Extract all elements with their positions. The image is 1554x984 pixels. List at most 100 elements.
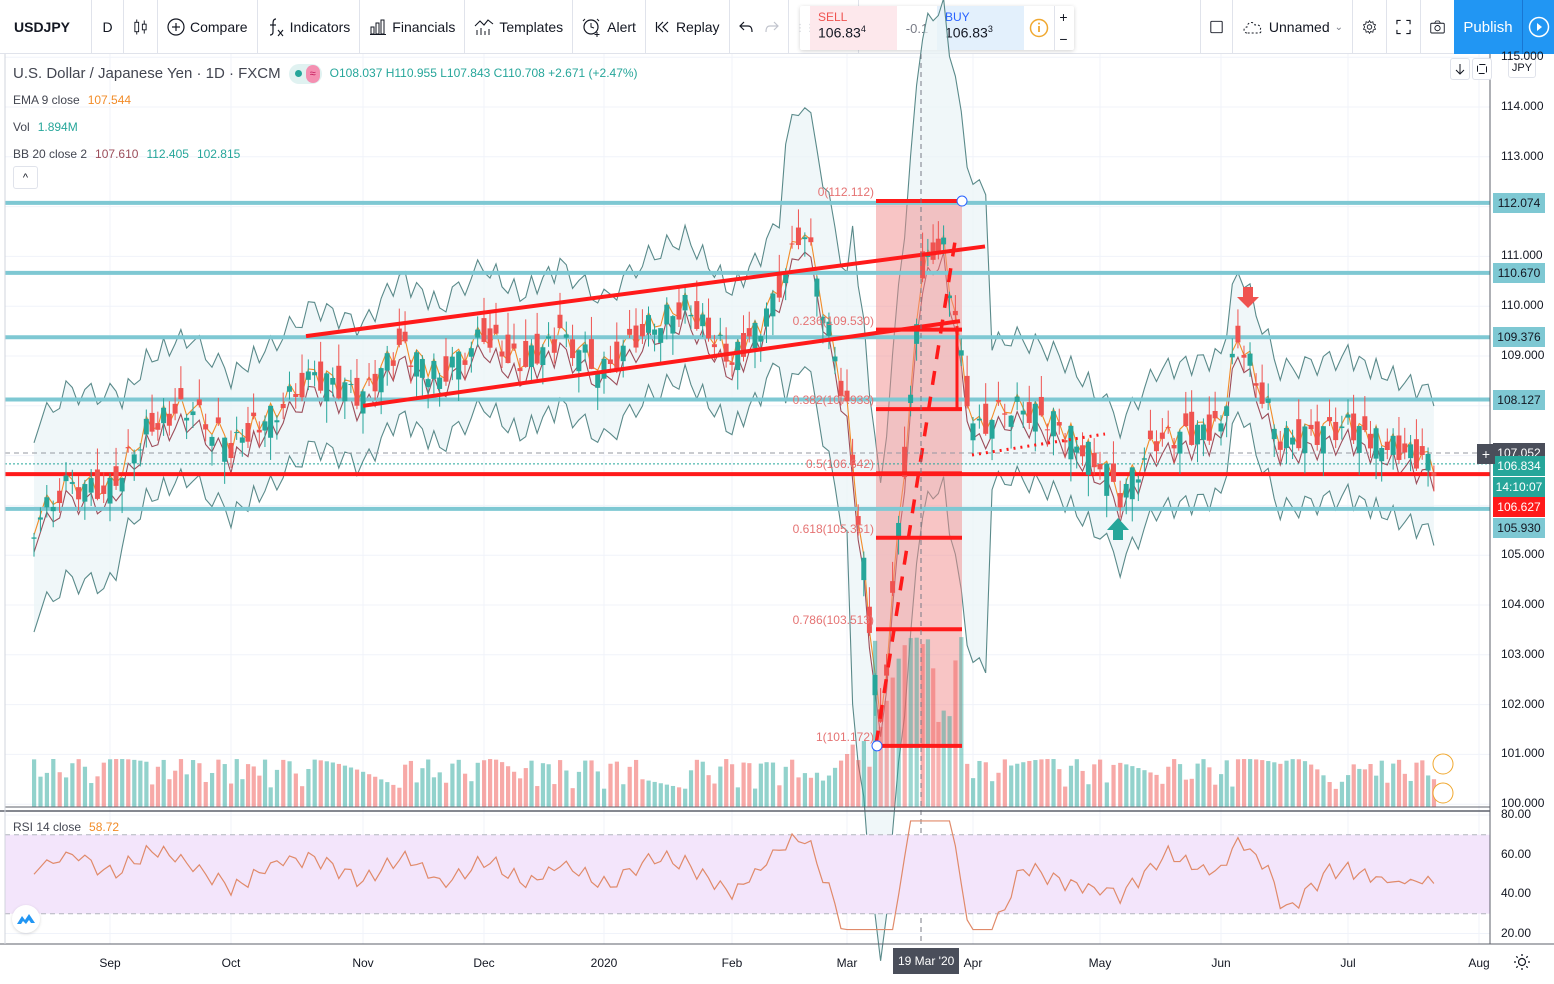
select-checkbox[interactable] [1199, 0, 1232, 54]
snapshot-button[interactable] [1420, 0, 1454, 54]
market-status-pill[interactable]: ≈ [288, 63, 322, 84]
price-tag: 105.930 [1493, 518, 1545, 538]
price-tick-label: 115.000 [1501, 49, 1544, 64]
currency-button[interactable]: JPY [1508, 58, 1536, 78]
rsi-tick-label: 40.00 [1501, 886, 1532, 900]
sell-button[interactable]: SELL 106.834 [810, 6, 897, 50]
decrease-button[interactable]: − [1059, 31, 1068, 47]
change-value: +2.671 (+2.47%) [548, 66, 638, 80]
price-tag: 109.376 [1493, 327, 1545, 347]
replay-button[interactable]: Replay [646, 0, 730, 54]
alert-button[interactable]: Alert [573, 0, 646, 54]
open-value: O108.037 [329, 66, 383, 80]
price-tag: 106.834 [1493, 456, 1545, 476]
indicators-label: Indicators [289, 18, 351, 35]
compare-button[interactable]: Compare [158, 0, 258, 54]
fullscreen-button[interactable] [1386, 0, 1420, 54]
price-tick-label: 114.000 [1501, 99, 1544, 113]
increase-button[interactable]: + [1059, 9, 1068, 25]
buy-button[interactable]: BUY 106.833 [937, 6, 1024, 50]
collapse-legend-button[interactable]: ^ [13, 166, 38, 189]
date-tick-label: Feb [721, 956, 743, 970]
volume-value: 1.894M [37, 120, 78, 134]
add-order-plus-button[interactable]: + [1477, 444, 1495, 464]
price-tick-label: 101.000 [1501, 746, 1545, 761]
rsi-label[interactable]: RSI 14 close [13, 820, 82, 834]
fullscreen-icon [1396, 19, 1411, 35]
buy-label: BUY [945, 10, 970, 24]
quantity-stepper: + − [1054, 6, 1072, 50]
fib-level-label: 0.382(107.933) [792, 393, 874, 408]
publish-button[interactable]: Publish [1454, 0, 1522, 54]
fib-level-label: 0.236(109.530) [792, 313, 874, 328]
rsi-tick-label: 20.00 [1501, 925, 1532, 940]
bb-lower-value: 102.815 [196, 147, 241, 161]
publish-dropdown-button[interactable] [1522, 0, 1554, 54]
top-toolbar: USDJPY D Compare Indicators Financials T… [0, 0, 1554, 54]
fib-level-label: 0(112.112) [817, 185, 874, 200]
undo-icon[interactable] [738, 21, 753, 33]
chevron-up-icon: ^ [22, 171, 29, 184]
info-button[interactable] [1024, 6, 1054, 50]
volume-label[interactable]: Vol [13, 120, 30, 134]
fib-level-label: 1(101.172) [815, 729, 874, 744]
rsi-value: 58.72 [89, 820, 120, 834]
scroll-to-latest-button[interactable] [1450, 58, 1470, 80]
close-value: C110.708 [493, 66, 545, 80]
price-tag: 14:10:07 [1493, 477, 1545, 497]
interval-label: D [102, 18, 113, 35]
reset-scale-button[interactable] [1472, 58, 1492, 80]
settings-button[interactable] [1352, 0, 1386, 54]
reset-icon [1477, 64, 1487, 74]
sell-price: 106.834 [818, 24, 866, 41]
undo-redo-group [730, 0, 789, 54]
date-tick-label: Nov [352, 956, 374, 970]
tradingview-logo-icon [17, 914, 35, 924]
fib-level-label: 0.5(106.642) [805, 457, 874, 472]
bollinger-label[interactable]: BB 20 close 2 [13, 147, 88, 161]
rewind-icon [655, 21, 669, 32]
redo-icon[interactable] [764, 21, 779, 33]
financials-button[interactable]: Financials [360, 0, 466, 54]
date-tick-label: May [1088, 956, 1112, 970]
toolbar-right: Unnamed ⌄ Publish [1199, 0, 1554, 54]
info-icon [1029, 18, 1049, 38]
arrow-down-icon [1455, 64, 1465, 75]
price-tag: 112.074 [1493, 193, 1545, 213]
delayed-data-icon: ≈ [305, 64, 320, 83]
chevron-down-icon: ⌄ [1334, 21, 1343, 33]
price-tick-label: 105.000 [1501, 547, 1545, 562]
date-tick-label: Jul [1340, 956, 1356, 970]
alarm-clock-icon [582, 18, 600, 37]
low-value: L107.843 [440, 66, 491, 80]
drag-handle[interactable]: ⋮⋮ [795, 22, 815, 34]
currency-label: JPY [1511, 62, 1533, 74]
templates-button[interactable]: Templates [465, 0, 574, 54]
tradingview-logo-button[interactable] [12, 905, 40, 933]
financials-label: Financials [392, 18, 456, 35]
crosshair-date-label: 19 Mar '20 [893, 948, 960, 974]
gear-icon [1362, 19, 1377, 35]
templates-label: Templates [499, 18, 564, 35]
chart-legend: U.S. Dollar / Japanese Yen · 1D · FXCM ≈… [13, 60, 638, 168]
market-open-dot [294, 70, 302, 77]
price-tick-label: 100.000 [1501, 796, 1545, 811]
price-tick-label: 109.000 [1501, 348, 1545, 362]
price-tick-label: 103.000 [1501, 646, 1545, 661]
scale-settings-button[interactable] [1512, 952, 1532, 972]
replay-label: Replay [675, 18, 720, 35]
price-tick-label: 104.000 [1501, 597, 1545, 611]
interval-button[interactable]: D [92, 0, 124, 54]
indicators-button[interactable]: Indicators [258, 0, 361, 54]
gear-icon [1514, 954, 1530, 970]
layout-menu[interactable]: Unnamed ⌄ [1231, 0, 1352, 54]
symbol-label: USDJPY [14, 18, 71, 35]
chart-type-button[interactable] [124, 0, 158, 54]
price-tag: 110.670 [1493, 263, 1545, 283]
symbol-search-button[interactable]: USDJPY [0, 0, 92, 54]
ema-label[interactable]: EMA 9 close [13, 93, 80, 107]
templates-icon [474, 18, 494, 35]
publish-label: Publish [1463, 18, 1513, 36]
